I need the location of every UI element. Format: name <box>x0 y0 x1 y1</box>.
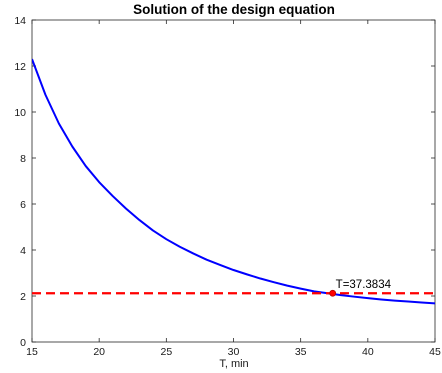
intersection-point <box>329 289 337 297</box>
x-tick-label: 30 <box>228 346 240 358</box>
y-tick-label: 10 <box>14 107 26 119</box>
x-tick-label: 15 <box>26 346 38 358</box>
y-tick-label: 0 <box>20 337 26 349</box>
y-tick-label: 4 <box>20 245 26 257</box>
y-tick-label: 14 <box>14 15 26 27</box>
x-tick-label: 35 <box>295 346 307 358</box>
intersection-label: T=37.3834 <box>336 279 392 291</box>
y-tick-label: 2 <box>20 291 26 303</box>
x-tick-label: 20 <box>93 346 105 358</box>
x-tick-label: 25 <box>160 346 172 358</box>
chart-title: Solution of the design equation <box>133 2 335 17</box>
y-tick-label: 6 <box>20 199 26 211</box>
x-axis-label: T, min <box>219 358 248 370</box>
x-tick-label: 45 <box>429 346 441 358</box>
y-tick-label: 8 <box>20 153 26 165</box>
x-tick-label: 40 <box>362 346 374 358</box>
y-tick-label: 12 <box>14 61 26 73</box>
solution-curve <box>32 58 435 305</box>
